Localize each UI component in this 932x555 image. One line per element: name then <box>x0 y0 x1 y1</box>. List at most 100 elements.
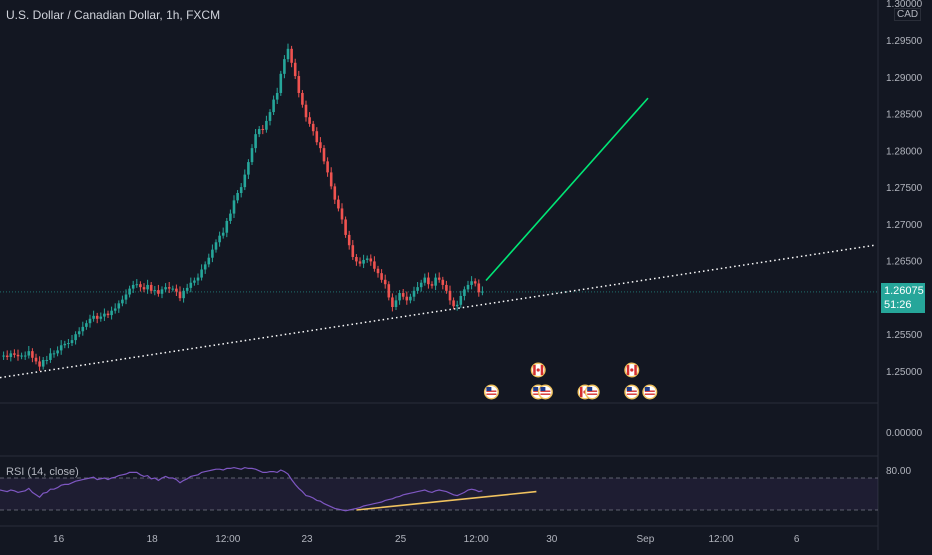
price-tick-label: 1.28000 <box>886 146 923 157</box>
candle-body <box>211 249 214 258</box>
candle-body <box>380 273 383 280</box>
candle-body <box>319 142 322 149</box>
candle-body <box>2 355 5 357</box>
candle-body <box>427 277 430 285</box>
us-flag-stripe <box>486 393 497 395</box>
candle-body <box>473 281 477 284</box>
candle-body <box>106 313 110 316</box>
candle-body <box>88 318 92 324</box>
zero-tick-label: 0.00000 <box>886 428 923 439</box>
time-tick-label: 23 <box>301 534 313 545</box>
candle-body <box>16 354 20 357</box>
candle-body <box>340 208 344 220</box>
candle-body <box>236 192 239 201</box>
candle-body <box>347 234 351 246</box>
candle-body <box>351 245 355 257</box>
candle-body <box>239 187 243 193</box>
candle-body <box>34 357 38 362</box>
candle-body <box>95 315 99 319</box>
candle-body <box>459 295 463 305</box>
candle-body <box>113 308 117 311</box>
ca-flag-band <box>580 387 583 397</box>
us-flag-stripe <box>626 390 637 392</box>
candle-body <box>92 315 95 319</box>
candle-body <box>315 131 319 143</box>
candle-body <box>405 296 409 301</box>
last-price-value: 1.26075 <box>884 285 924 297</box>
candle-body <box>301 92 304 105</box>
candle-body <box>23 355 27 357</box>
price-tick-label: 1.29500 <box>886 36 923 47</box>
candle-body <box>200 269 203 278</box>
candle-body <box>362 259 365 264</box>
candle-body <box>283 59 286 74</box>
ca-flag-leaf <box>630 368 634 372</box>
candle-body <box>178 291 182 299</box>
candle-body <box>149 284 153 291</box>
candle-body <box>304 104 308 118</box>
candle-body <box>430 284 434 286</box>
candle-body <box>171 288 175 290</box>
rsi-label: RSI (14, close) <box>6 466 79 478</box>
candle-body <box>391 297 394 308</box>
candle-body <box>70 340 74 344</box>
candle-body <box>481 291 484 293</box>
candle-body <box>167 287 171 289</box>
candle-body <box>49 353 52 360</box>
candle-body <box>434 277 437 286</box>
candle-body <box>146 284 149 290</box>
candle-body <box>117 303 121 309</box>
time-tick-label: 30 <box>546 534 558 545</box>
time-tick-label: Sep <box>637 534 655 545</box>
candle-body <box>333 186 337 200</box>
candle-body <box>103 313 106 317</box>
candle-body <box>448 290 452 301</box>
candle-body <box>268 112 272 121</box>
candle-body <box>56 350 59 354</box>
us-flag-stripe <box>540 393 551 395</box>
candle-body <box>311 123 315 132</box>
last-price-badge: 1.26075 51:26 <box>881 283 925 313</box>
price-tick-label: 1.27000 <box>886 220 923 231</box>
candle-body <box>142 287 146 290</box>
candle-body <box>5 355 9 358</box>
candle-body <box>272 99 275 113</box>
candle-body <box>466 284 470 290</box>
candle-body <box>387 284 391 298</box>
us-flag-canton <box>533 387 539 391</box>
candle-body <box>329 172 333 187</box>
candle-body <box>203 264 207 270</box>
dotted-trendline <box>0 244 875 379</box>
candle-body <box>189 282 193 288</box>
candle-body <box>128 288 131 295</box>
symbol-title: U.S. Dollar / Canadian Dollar, 1h, FXCM <box>6 8 221 22</box>
candle-body <box>218 235 221 243</box>
candle-body <box>326 161 329 173</box>
candle-body <box>337 199 340 209</box>
candle-body <box>441 279 445 285</box>
candle-body <box>229 213 232 221</box>
candle-body <box>52 353 56 355</box>
ca-flag-band <box>533 365 536 375</box>
candle-body <box>243 174 247 188</box>
us-flag-stripe <box>626 393 637 395</box>
candle-body <box>398 293 401 301</box>
candle-body <box>416 287 419 291</box>
candle-body <box>409 296 412 301</box>
time-tick-label: 18 <box>147 534 159 545</box>
rsi-line <box>0 466 483 512</box>
candle-body <box>452 300 455 307</box>
price-tick-label: 1.26500 <box>886 257 923 268</box>
candle-body <box>308 117 311 124</box>
candle-body <box>13 353 16 355</box>
us-flag-canton <box>644 387 650 391</box>
candle-body <box>275 92 279 100</box>
candle-body <box>74 334 77 341</box>
candle-body <box>412 290 416 297</box>
price-tick-label: 1.28500 <box>886 110 923 121</box>
candle-body <box>196 277 200 281</box>
bar-countdown: 51:26 <box>884 299 912 311</box>
candle-body <box>265 120 268 130</box>
